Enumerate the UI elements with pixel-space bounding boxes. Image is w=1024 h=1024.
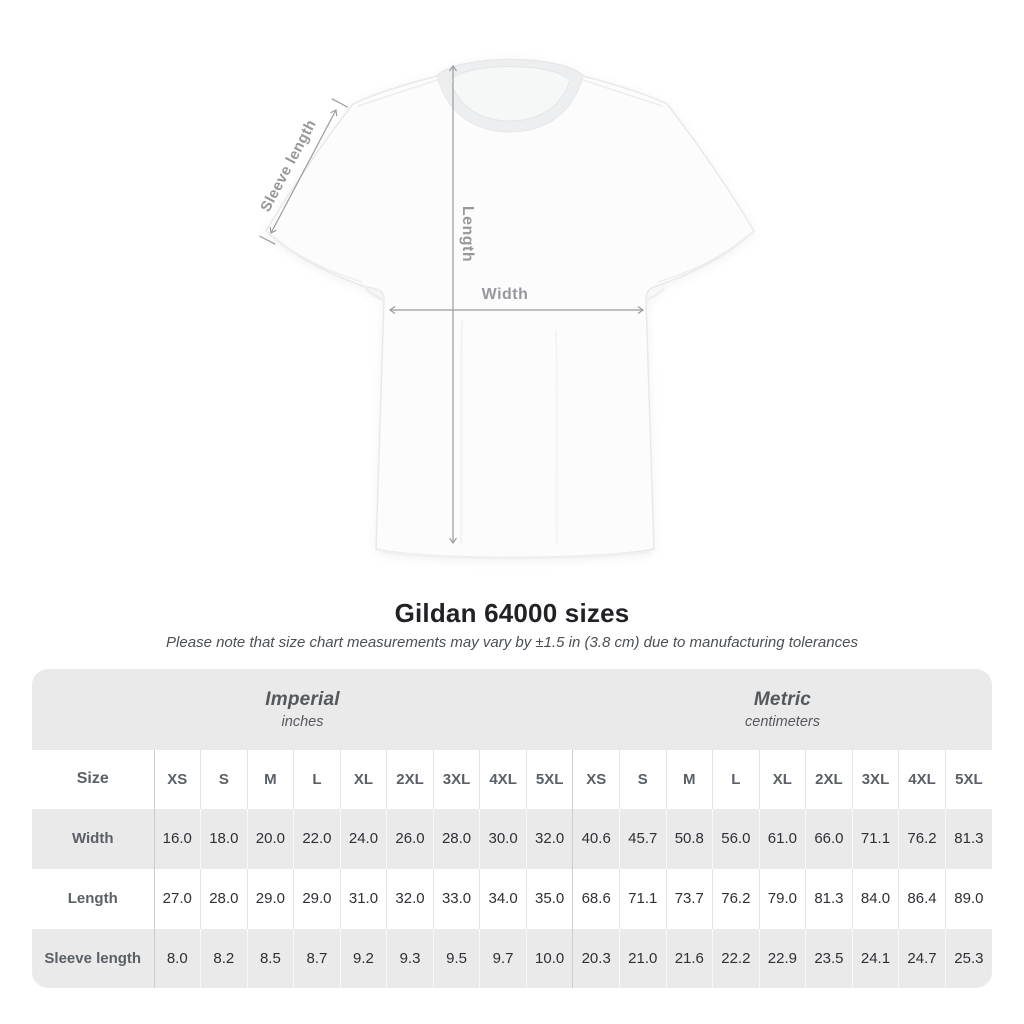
value-cell: 22.2 bbox=[712, 928, 760, 988]
size-header-row: Size XS S M L XL 2XL 3XL 4XL 5XL XS S M L XL 2XL 3XL 4XL 5… bbox=[32, 749, 992, 809]
value-cell: 28.0 bbox=[432, 808, 480, 869]
page-title: Gildan 64000 sizes bbox=[394, 598, 630, 628]
size-header-metric-3xl: 3XL bbox=[851, 749, 899, 809]
value-cell: 9.2 bbox=[339, 928, 387, 988]
size-table-grid: Size XS S M L XL 2XL 3XL 4XL 5XL XS S M L XL 2XL 3XL 4XL 5… bbox=[32, 749, 992, 988]
size-header-imperial-3xl: 3XL bbox=[432, 749, 480, 809]
metric-section-header: Metric centimeters bbox=[573, 669, 992, 750]
size-header-imperial-s: S bbox=[200, 749, 248, 809]
value-cell: 22.9 bbox=[758, 928, 806, 988]
value-cell: 9.3 bbox=[386, 928, 434, 988]
value-cell: 81.3 bbox=[805, 868, 853, 929]
value-cell: 18.0 bbox=[200, 808, 248, 869]
value-cell: 71.1 bbox=[851, 808, 899, 869]
value-cell: 21.0 bbox=[618, 928, 667, 988]
units-band: Imperial inches Metric centimeters bbox=[32, 668, 992, 750]
value-cell: 30.0 bbox=[479, 808, 527, 869]
value-cell: 24.1 bbox=[851, 928, 899, 988]
length-label: Length bbox=[459, 206, 476, 262]
value-cell: 68.6 bbox=[572, 868, 620, 929]
tolerance-note: Please note that size chart measurements… bbox=[166, 633, 858, 651]
value-cell: 20.0 bbox=[246, 808, 294, 869]
tshirt-diagram: Length Width Sleeve length bbox=[257, 58, 755, 560]
sleeve-length-arrow bbox=[259, 98, 348, 245]
value-cell: 33.0 bbox=[432, 868, 480, 929]
value-cell: 40.6 bbox=[572, 808, 620, 869]
row-label: Length bbox=[67, 890, 118, 908]
size-header-imperial-4xl: 4XL bbox=[479, 749, 527, 809]
value-cell: 76.2 bbox=[712, 868, 760, 929]
value-cell: 56.0 bbox=[712, 808, 760, 869]
value-cell: 29.0 bbox=[246, 868, 294, 929]
value-cell: 16.0 bbox=[153, 808, 201, 869]
width-label: Width bbox=[482, 286, 529, 303]
table-row: Width 16.0 18.0 20.0 22.0 24.0 26.0 28.0 30.0 32.… bbox=[32, 808, 992, 869]
size-table: Imperial inches Metric centimeters Size X… bbox=[32, 668, 992, 988]
value-cell: 26.0 bbox=[386, 808, 434, 869]
size-header-imperial-2xl: 2XL bbox=[386, 749, 434, 809]
size-header-imperial-5xl: 5XL bbox=[525, 749, 573, 809]
value-cell: 29.0 bbox=[293, 868, 341, 929]
size-column-header: Size bbox=[32, 749, 154, 809]
value-cell: 79.0 bbox=[758, 868, 806, 929]
value-cell: 10.0 bbox=[525, 928, 573, 988]
value-cell: 34.0 bbox=[479, 868, 527, 929]
metric-subtitle: centimeters bbox=[745, 713, 820, 730]
value-cell: 32.0 bbox=[386, 868, 434, 929]
value-cell: 8.7 bbox=[293, 928, 341, 988]
value-cell: 22.0 bbox=[293, 808, 341, 869]
size-header-metric-5xl: 5XL bbox=[944, 749, 992, 809]
value-cell: 20.3 bbox=[572, 928, 620, 988]
row-label: Width bbox=[71, 830, 114, 848]
value-cell: 8.0 bbox=[153, 928, 201, 988]
value-cell: 9.5 bbox=[432, 928, 480, 988]
metric-title: Metric bbox=[753, 688, 812, 710]
value-cell: 35.0 bbox=[525, 868, 573, 929]
table-row: Length 27.0 28.0 29.0 29.0 31.0 32.0 33.0 34.0 35… bbox=[32, 868, 992, 929]
value-cell: 32.0 bbox=[525, 808, 573, 869]
value-cell: 45.7 bbox=[618, 808, 667, 869]
value-cell: 89.0 bbox=[944, 868, 992, 929]
size-header-imperial-xl: XL bbox=[339, 749, 387, 809]
size-header-metric-m: M bbox=[665, 749, 713, 809]
value-cell: 50.8 bbox=[665, 808, 713, 869]
size-header-imperial-l: L bbox=[293, 749, 341, 809]
tshirt-image bbox=[265, 58, 755, 560]
value-cell: 24.0 bbox=[339, 808, 387, 869]
imperial-subtitle: inches bbox=[281, 713, 324, 730]
size-header-metric-4xl: 4XL bbox=[898, 749, 946, 809]
value-cell: 76.2 bbox=[898, 808, 946, 869]
value-cell: 66.0 bbox=[805, 808, 853, 869]
imperial-section-header: Imperial inches bbox=[32, 669, 573, 750]
size-header-metric-xs: XS bbox=[572, 749, 620, 809]
value-cell: 61.0 bbox=[758, 808, 806, 869]
size-header-metric-xl: XL bbox=[758, 749, 806, 809]
value-cell: 8.2 bbox=[200, 928, 248, 988]
value-cell: 86.4 bbox=[898, 868, 946, 929]
tshirt-graphic: Length Width Sleeve length bbox=[257, 58, 755, 560]
value-cell: 73.7 bbox=[665, 868, 713, 929]
imperial-title: Imperial bbox=[265, 688, 340, 710]
table-row: Sleeve length 8.0 8.2 8.5 8.7 9.2 9.3 9.5 9.7 10.… bbox=[32, 928, 992, 988]
value-cell: 71.1 bbox=[618, 868, 667, 929]
value-cell: 84.0 bbox=[851, 868, 899, 929]
value-cell: 24.7 bbox=[898, 928, 946, 988]
value-cell: 8.5 bbox=[246, 928, 294, 988]
value-cell: 25.3 bbox=[944, 928, 992, 988]
value-cell: 31.0 bbox=[339, 868, 387, 929]
size-header-metric-l: L bbox=[712, 749, 760, 809]
value-cell: 9.7 bbox=[479, 928, 527, 988]
value-cell: 23.5 bbox=[805, 928, 853, 988]
size-header-metric-2xl: 2XL bbox=[805, 749, 853, 809]
size-header-imperial-m: M bbox=[246, 749, 294, 809]
value-cell: 81.3 bbox=[944, 808, 992, 869]
value-cell: 27.0 bbox=[153, 868, 201, 929]
size-header-metric-s: S bbox=[618, 749, 667, 809]
row-label: Sleeve length bbox=[44, 949, 142, 967]
value-cell: 21.6 bbox=[665, 928, 713, 988]
value-cell: 28.0 bbox=[200, 868, 248, 929]
size-header-imperial-xs: XS bbox=[153, 749, 201, 809]
